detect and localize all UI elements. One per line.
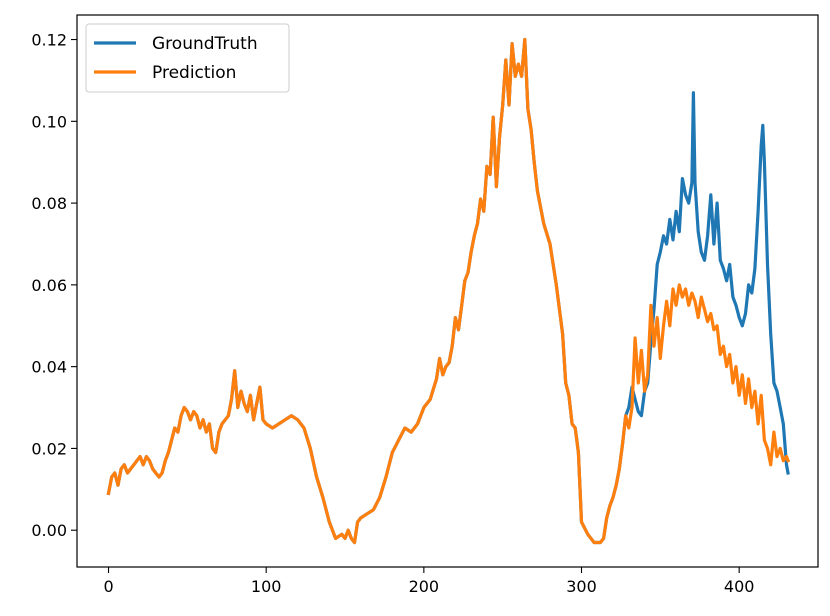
x-tick-label: 100 (251, 577, 282, 596)
plot-frame (76, 14, 819, 568)
plot-background (77, 15, 818, 567)
y-tick-label: 0.12 (31, 31, 67, 50)
legend: GroundTruth Prediction (85, 23, 290, 93)
y-tick-label: 0.06 (31, 276, 67, 295)
y-tick-label: 0.04 (31, 358, 67, 377)
y-tick-label: 0.08 (31, 194, 67, 213)
x-tick-label: 0 (103, 577, 113, 596)
y-tick-label: 0.02 (31, 439, 67, 458)
y-axis: 0.00 0.02 0.04 0.06 0.08 0.10 0.12 (31, 31, 77, 540)
legend-box (85, 23, 290, 93)
x-tick-label: 200 (409, 577, 440, 596)
y-tick-label: 0.00 (31, 521, 67, 540)
series-line-prediction (106, 37, 791, 545)
y-tick-label: 0.10 (31, 112, 67, 131)
x-tick-label: 300 (566, 577, 597, 596)
x-tick-label: 400 (724, 577, 755, 596)
legend-label-groundtruth: GroundTruth (152, 34, 258, 54)
legend-label-prediction: Prediction (152, 63, 236, 83)
series-layer (106, 37, 791, 545)
x-axis: 0 100 200 300 400 (103, 567, 754, 596)
